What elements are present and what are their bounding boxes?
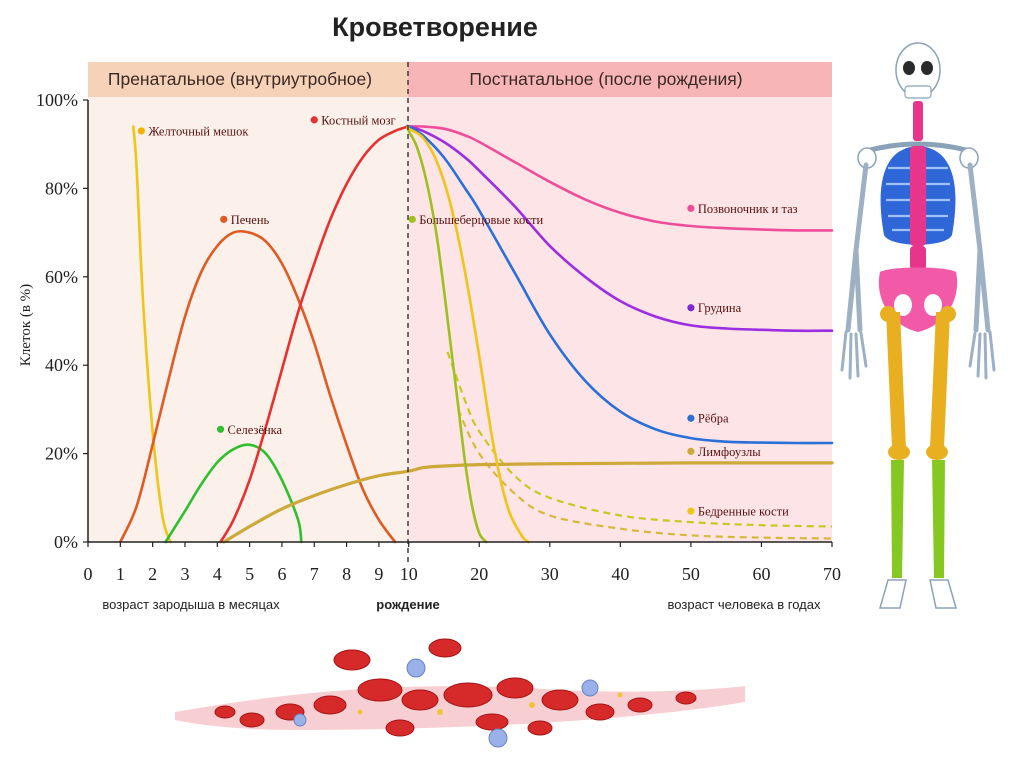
label-лимфоузлы: Лимфоузлы [698,445,761,459]
tick-labels: 0% 20% 40% 60% 80% 100% 0 1 2 3 4 5 6 7 8 9 10 20 30 40 50 60… [36,90,841,584]
shoulders [857,141,979,169]
series-line-8 [222,461,834,544]
label-dot-желточный-мешок [137,127,145,135]
birth-label: рождение [376,597,439,612]
x-tick-label: 6 [277,564,286,584]
label-dot-костный-мозг [310,116,318,124]
label-бедренные-кости: Бедренные кости [698,505,789,519]
y-tick-label: 0% [54,532,78,552]
label-рёбра: Рёбра [698,412,729,426]
label-костный-мозг: Костный мозг [321,113,395,127]
x-caption-left: возраст зародыша в месяцах [102,597,280,612]
label-желточный-мешок: Желточный мешок [148,124,249,138]
series-line-6 [406,124,834,333]
postnatal-band-label: Постнатальное (после рождения) [469,69,742,89]
x-tick-label: 70 [823,564,841,584]
prenatal-band-label: Пренатальное (внутриутробное) [108,69,372,89]
label-грудина: Грудина [698,301,742,315]
y-tick-label: 20% [45,444,78,464]
label-селезёнка: Селезёнка [228,423,283,437]
x-tick-label: 7 [310,564,319,584]
prenatal-band [88,62,408,97]
label-dot-лимфоузлы [687,447,695,455]
postnatal-band [408,62,832,97]
x-tick-label: 20 [470,564,488,584]
series-line-2 [119,229,397,544]
hands [840,330,996,380]
label-dot-грудина [687,304,695,312]
x-tick-label: 5 [245,564,254,584]
y-tick-label: 40% [45,355,78,375]
series-curves [119,124,834,544]
series-labels: Желточный мешок Печень Селезёнка Костный мо… [137,113,798,519]
feet [879,579,957,609]
series-line-5 [406,125,834,232]
series-line-1 [132,125,172,544]
skull [895,42,941,99]
label-позвоночник-и-таз: Позвоночник и таз [698,202,798,216]
series-line-7 [406,124,834,445]
y-axis-label: Клеток (в %) [18,284,34,366]
label-dot-печень [220,215,228,223]
axes: Клеток (в %) возраст зародыша в месяцах … [18,62,832,612]
label-большеберцовые-кости: Большеберцовые кости [419,213,543,227]
y-tick-label: 60% [45,267,78,287]
series-line-10 [406,125,530,544]
skeleton-illustration [840,42,996,609]
x-tick-label: 2 [148,564,157,584]
label-dot-бедренные-кости [687,507,695,515]
x-tick-label: 4 [213,564,222,584]
label-dot-рёбра [687,414,695,422]
x-tick-label: 8 [342,564,351,584]
label-печень: Печень [231,213,270,227]
x-tick-label: 3 [180,564,189,584]
x-tick-label: 1 [116,564,125,584]
series-line-3 [164,443,303,544]
blood-cells-illustration [175,638,745,748]
femurs [880,306,956,460]
thoracic-spine [910,146,926,246]
prenatal-area [88,62,408,542]
y-tick-label: 80% [45,178,78,198]
y-tick-label: 100% [36,90,78,110]
x-tick-label: 0 [84,564,93,584]
dashed-curves [446,351,833,540]
slide-title: Кроветворение [332,12,538,42]
x-caption-right: возраст человека в годах [668,597,821,612]
tibias [891,460,945,578]
x-tick-label: 30 [541,564,559,584]
x-tick-label: 50 [682,564,700,584]
label-dot-большеберцовые-кости [408,215,416,223]
dashed-curve-1 [446,351,833,528]
series-line-9 [406,125,488,544]
arms [845,162,991,333]
series-line-4 [219,125,410,544]
x-tick-label: 9 [374,564,383,584]
x-tick-label: 10 [400,564,418,584]
cervical-spine [913,101,923,141]
lumbar-spine [910,246,926,270]
label-dot-селезёнка [216,425,225,433]
x-tick-label: 60 [752,564,770,584]
label-dot-позвоночник-и-таз [687,204,695,212]
x-tick-label: 40 [611,564,629,584]
